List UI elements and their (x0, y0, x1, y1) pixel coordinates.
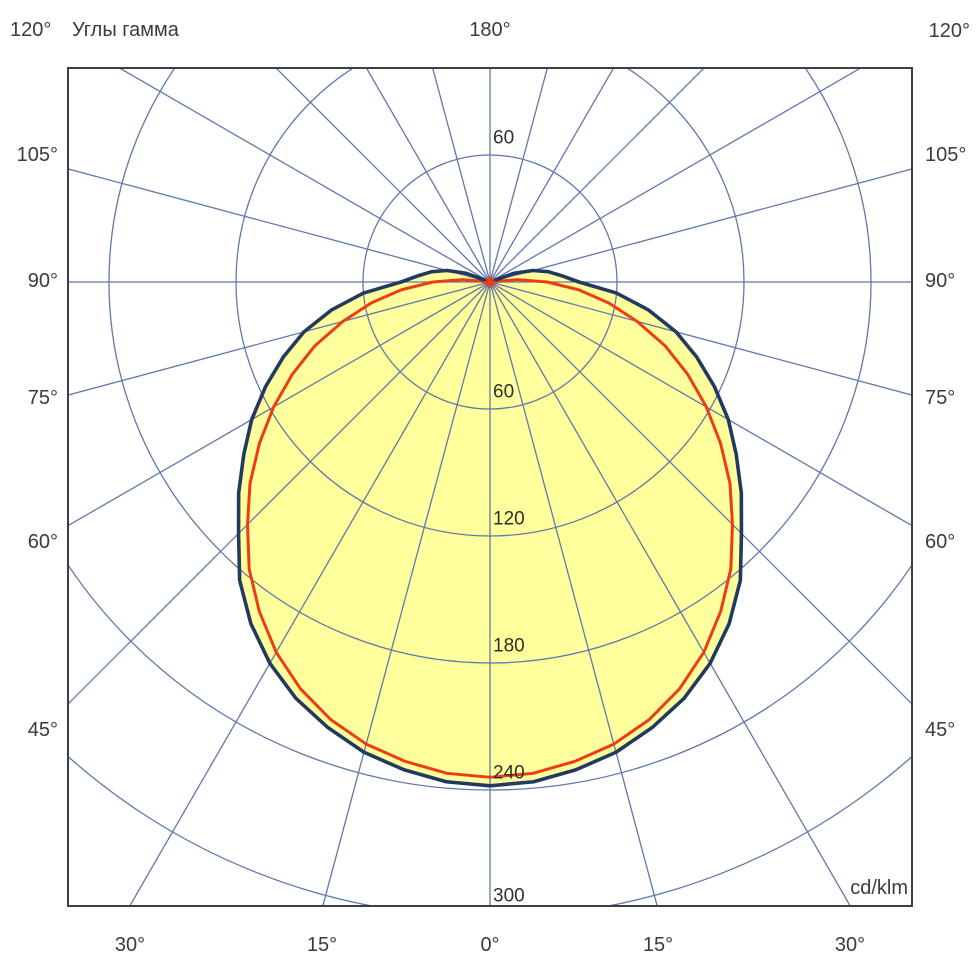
corner-label-120-top-right: 120° (928, 20, 970, 42)
grid-radial-240 (118, 68, 491, 283)
ring-value-label-1: 60 (493, 381, 515, 403)
grid-radial-165 (489, 68, 549, 283)
grid-radial-315 (68, 281, 491, 705)
grid-radial-75 (489, 281, 912, 396)
gamma-label-bottom-4: 30° (834, 934, 866, 956)
ring-value-label-0: 60 (493, 127, 515, 149)
grid-radial-285 (68, 281, 491, 396)
origin-marker-icon (484, 276, 496, 288)
grid-radial-105 (489, 168, 912, 283)
gamma-label-left-45: 45° (27, 719, 58, 741)
gamma-label-right-60: 60° (925, 531, 956, 553)
grid-radial-225 (275, 68, 491, 283)
grid-radial-30 (489, 281, 852, 906)
plot-frame (67, 67, 913, 907)
curve-c90-c270 (246, 278, 734, 779)
corner-label-120-top-left: 120° (10, 19, 52, 41)
gamma-label-right-90: 90° (925, 270, 956, 292)
grid-radial-150 (489, 68, 615, 283)
gamma-label-left-105: 105° (16, 144, 58, 166)
top-label-180: 180° (469, 19, 511, 41)
ring-value-label-4: 240 (493, 762, 525, 784)
grid-radial-210 (365, 68, 491, 283)
ring-value-label-2: 120 (493, 508, 525, 530)
grid-radial-120 (489, 68, 862, 283)
grid-radial-60 (489, 281, 912, 527)
grid-radial-255 (68, 168, 491, 283)
gamma-label-bottom-0: 30° (114, 934, 146, 956)
gamma-label-right-45: 45° (925, 719, 956, 741)
grid-radial-330 (128, 281, 491, 906)
gamma-label-bottom-3: 15° (642, 934, 674, 956)
gamma-label-bottom-1: 15° (306, 934, 338, 956)
grid-radial-195 (431, 68, 491, 283)
ring-value-label-5: 300 (493, 885, 525, 907)
gamma-label-left-75: 75° (27, 387, 58, 409)
gamma-label-bottom-2: 0° (480, 934, 500, 956)
gamma-label-right-75: 75° (925, 387, 956, 409)
gamma-label-right-105: 105° (925, 144, 967, 166)
grid-radial-135 (489, 68, 705, 283)
curve-c0-c180 (236, 268, 744, 788)
grid-radial-45 (489, 281, 912, 705)
grid-radial-345 (322, 281, 491, 906)
grid-radial-300 (68, 281, 491, 527)
grid-radial-15 (489, 281, 658, 906)
gamma-label-left-60: 60° (27, 531, 58, 553)
chart-title: Углы гамма (72, 19, 179, 41)
gamma-label-left-90: 90° (27, 270, 58, 292)
ring-value-label-3: 180 (493, 635, 525, 657)
unit-label: cd/klm (850, 877, 908, 899)
